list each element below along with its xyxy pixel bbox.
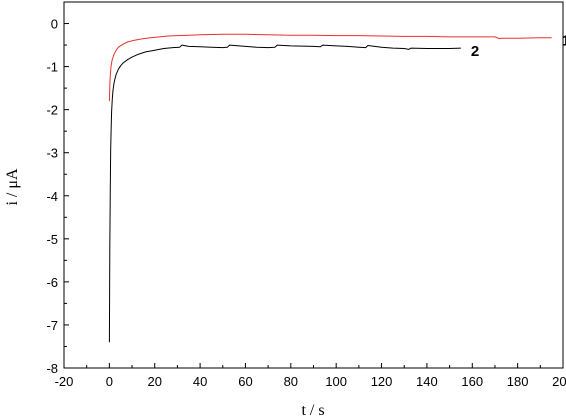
y-axis-title: i / μA	[4, 168, 21, 205]
x-tick-label: 80	[284, 374, 298, 389]
x-tick-label: 200	[552, 374, 566, 389]
y-tick-label: -6	[46, 275, 58, 290]
x-tick-label: 20	[147, 374, 161, 389]
series-2-label: 2	[471, 43, 479, 60]
series-1-line	[108, 33, 552, 102]
series-1-label: 1	[562, 33, 566, 50]
y-tick-label: -4	[46, 189, 58, 204]
series-2-line	[108, 44, 461, 343]
x-tick-label: 140	[416, 374, 438, 389]
y-tick-label: 0	[51, 17, 58, 32]
x-tick-label: 180	[507, 374, 529, 389]
y-tick-label: -1	[46, 60, 58, 75]
plot-frame	[63, 1, 564, 369]
y-tick-label: -5	[46, 232, 58, 247]
y-tick-label: -2	[46, 103, 58, 118]
x-tick-label: 60	[238, 374, 252, 389]
y-tick-label: -8	[46, 361, 58, 376]
x-tick-label: -20	[55, 374, 74, 389]
x-axis-title: t / s	[301, 402, 324, 419]
series-layer: 12	[108, 33, 566, 343]
x-tick-label: 100	[325, 374, 347, 389]
x-tick-label: 160	[461, 374, 483, 389]
y-tick-label: -3	[46, 146, 58, 161]
x-tick-label: 40	[193, 374, 207, 389]
x-tick-label: 120	[371, 374, 393, 389]
y-tick-label: -7	[46, 318, 58, 333]
x-tick-label: 0	[106, 374, 113, 389]
y-axis-ticks: 0 -1 -2 -3 -4 -5 -6 -7 -8	[46, 17, 69, 376]
x-axis-ticks: -20 0 20 40 60 80 100 120 140 160 180 200	[55, 363, 566, 389]
